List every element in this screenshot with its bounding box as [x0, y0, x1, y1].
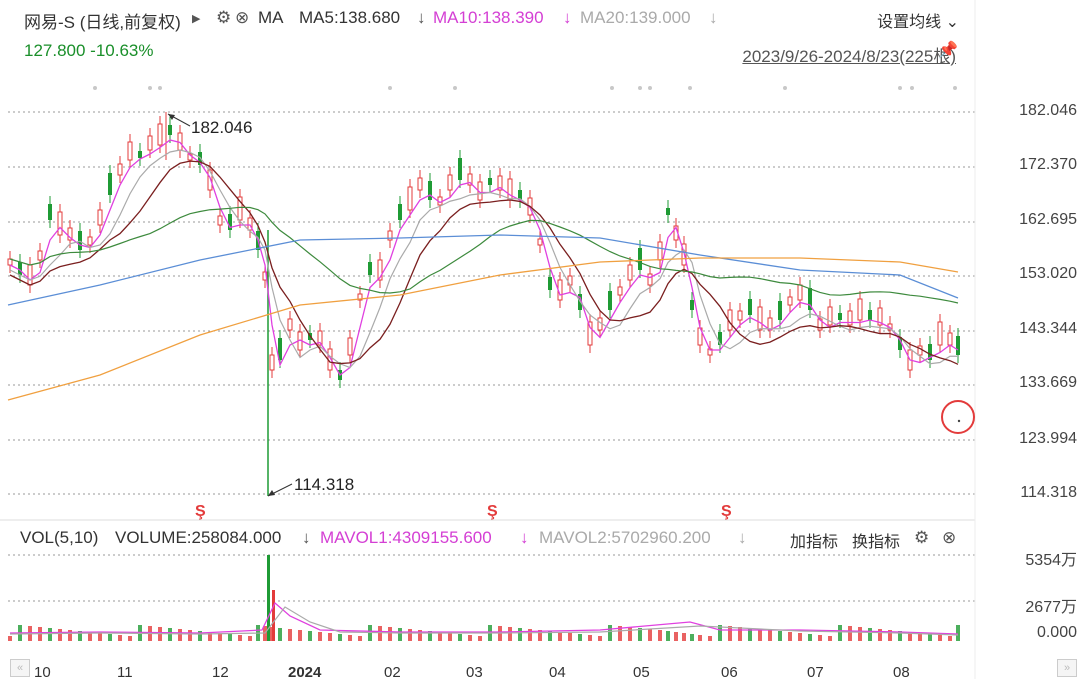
dividend-icon: Ş: [721, 503, 732, 520]
price-axis-label: 172.370: [1019, 156, 1077, 173]
price-axis-label: 123.994: [1019, 430, 1077, 447]
add-indicator-button[interactable]: 加指标: [790, 534, 839, 551]
date-range[interactable]: 2023/9/26-2024/8/23(225根): [742, 47, 956, 66]
scroll-left-button[interactable]: «: [10, 659, 30, 677]
candlesticks: [7, 112, 960, 496]
down-arrow-icon[interactable]: ↓: [738, 528, 747, 547]
volume-axis-label: 2677万: [1025, 599, 1077, 616]
dividend-icon: Ş: [487, 503, 498, 520]
volume-bars: [8, 555, 960, 641]
dividend-icon: Ş: [195, 503, 206, 520]
gear-icon[interactable]: ⚙: [914, 528, 930, 547]
month-label: 10: [34, 664, 51, 681]
month-label: 07: [807, 664, 824, 681]
pin-icon[interactable]: 📌: [938, 42, 958, 59]
down-arrow-icon[interactable]: ↓: [302, 528, 311, 547]
close-icon[interactable]: ⊗: [235, 8, 250, 27]
chart-header: 网易-S (日线,前复权) ▶ ⚙ ⊗ MA MA5:138.680 ↓ MA1…: [0, 0, 1081, 36]
ma-settings-button[interactable]: 设置均线 ⌄: [877, 14, 959, 31]
gear-icon[interactable]: ⚙: [216, 8, 232, 27]
scroll-right-button[interactable]: »: [1057, 659, 1077, 677]
price-axis-label: 182.046: [1019, 102, 1077, 119]
price-axis-label: 153.020: [1019, 265, 1077, 282]
price-axis-label: 162.695: [1019, 211, 1077, 228]
highlight-circle: [941, 400, 975, 434]
moving-averages: [7, 139, 959, 401]
down-arrow-icon[interactable]: ↓: [520, 528, 529, 547]
price-change: 127.800 -10.63%: [24, 41, 154, 60]
mavol2-value: MAVOL2:5702960.200: [539, 528, 711, 547]
month-label: 05: [633, 664, 650, 681]
down-arrow-icon[interactable]: ↓: [709, 8, 718, 27]
switch-indicator-button[interactable]: 换指标: [852, 534, 901, 551]
ma5-value: MA5:138.680: [299, 8, 401, 27]
price-axis-label: 143.344: [1019, 320, 1077, 337]
close-icon[interactable]: ⊗: [942, 528, 957, 547]
high-annotation: 182.046: [191, 118, 253, 137]
low-annotation: 114.318: [294, 475, 355, 494]
play-icon[interactable]: ▶: [192, 13, 201, 25]
month-label: 06: [721, 664, 738, 681]
month-label: 12: [212, 664, 229, 681]
vol-title: VOL(5,10): [20, 528, 99, 547]
month-label: 2024: [288, 664, 322, 681]
down-arrow-icon[interactable]: ↓: [417, 8, 426, 27]
stock-title[interactable]: 网易-S (日线,前复权): [24, 13, 181, 32]
month-label: 03: [466, 664, 483, 681]
price-grid: [8, 111, 975, 602]
price-axis-label: 114.318: [1020, 484, 1077, 501]
ma20-value: MA20:139.000: [580, 8, 691, 27]
volume-axis-label: 5354万: [1025, 552, 1077, 569]
volume-value: VOLUME:258084.000: [115, 528, 282, 547]
month-label: 11: [117, 664, 133, 681]
ma-label: MA: [258, 8, 284, 27]
mavol1-value: MAVOL1:4309155.600: [320, 528, 492, 547]
month-label: 02: [384, 664, 401, 681]
month-label: 08: [893, 664, 910, 681]
price-axis-label: 133.669: [1019, 374, 1077, 391]
month-label: 04: [549, 664, 566, 681]
volume-axis-label: 0.000: [1036, 624, 1077, 641]
down-arrow-icon[interactable]: ↓: [563, 8, 572, 27]
ma10-value: MA10:138.390: [433, 8, 544, 27]
